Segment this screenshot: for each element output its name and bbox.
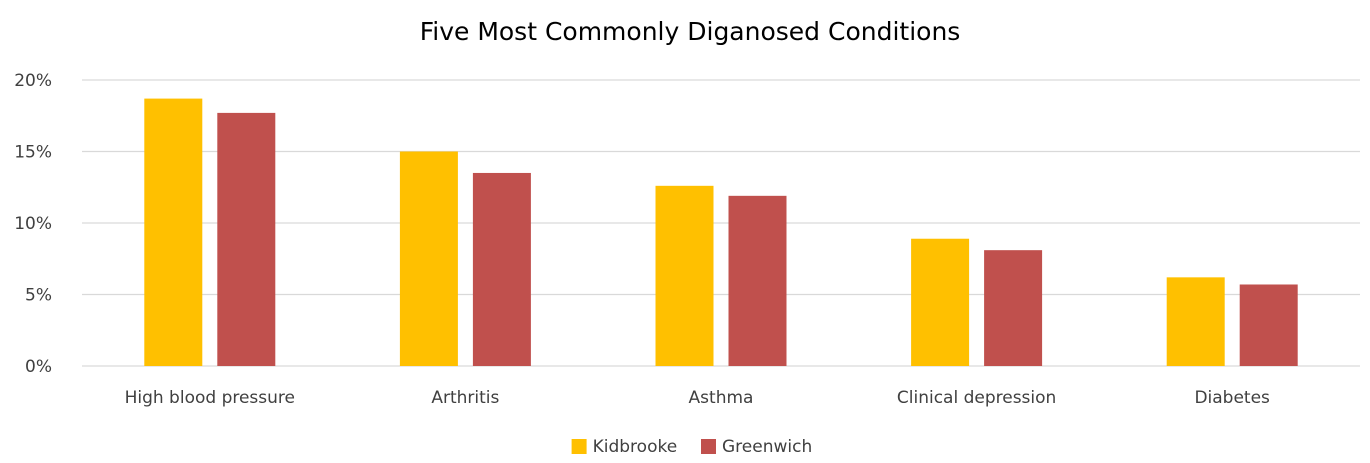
bar-kidbrooke-1 [399, 151, 458, 366]
x-category-label: High blood pressure [125, 388, 295, 408]
x-axis-categories: High blood pressure Arthritis Asthma Clinic… [125, 388, 1270, 408]
bars [144, 98, 1298, 366]
bar-greenwich-0 [217, 112, 276, 366]
x-category-label: Arthritis [431, 388, 499, 408]
y-tick-label: 20% [14, 71, 52, 91]
bar-greenwich-2 [728, 195, 787, 366]
bar-kidbrooke-3 [911, 238, 970, 366]
y-tick-label: 0% [25, 357, 52, 377]
bar-kidbrooke-2 [655, 185, 714, 366]
y-tick-label: 10% [14, 214, 52, 234]
x-category-label: Diabetes [1194, 388, 1270, 408]
bar-greenwich-1 [472, 172, 531, 366]
x-category-label: Asthma [689, 388, 754, 408]
legend-label-kidbrooke: Kidbrooke [593, 437, 678, 457]
bar-kidbrooke-0 [144, 98, 203, 366]
legend: Kidbrooke Greenwich [571, 437, 812, 457]
bar-kidbrooke-4 [1166, 277, 1225, 366]
y-tick-label: 15% [14, 143, 52, 163]
y-tick-label: 5% [25, 286, 52, 306]
legend-swatch-kidbrooke [571, 439, 587, 454]
chart-title: Five Most Commonly Diganosed Conditions [420, 17, 961, 46]
x-category-label: Clinical depression [897, 388, 1056, 408]
bar-greenwich-3 [984, 250, 1043, 366]
gridlines [82, 79, 1360, 367]
y-axis-ticks: 0% 5% 10% 15% 20% [14, 71, 52, 377]
bar-greenwich-4 [1239, 284, 1298, 366]
legend-label-greenwich: Greenwich [722, 437, 812, 457]
legend-swatch-greenwich [701, 439, 716, 454]
